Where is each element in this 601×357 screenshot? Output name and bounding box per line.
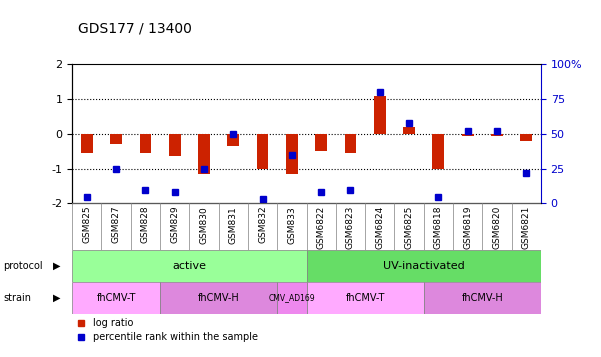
Text: GSM827: GSM827 [112,206,121,243]
Text: GSM829: GSM829 [170,206,179,243]
Bar [403,127,415,134]
Bar [227,134,239,146]
Text: UV-inactivated: UV-inactivated [383,261,465,271]
Text: GSM6818: GSM6818 [434,206,443,249]
Text: GSM825: GSM825 [82,206,91,243]
Text: CMV_AD169: CMV_AD169 [269,293,315,303]
Text: ▶: ▶ [53,261,61,271]
Bar [462,134,474,136]
Text: fhCMV-T: fhCMV-T [346,293,385,303]
FancyBboxPatch shape [72,250,307,282]
Text: GSM6819: GSM6819 [463,206,472,249]
Text: GSM833: GSM833 [287,206,296,243]
Text: strain: strain [3,293,31,303]
Bar [257,134,269,169]
FancyBboxPatch shape [424,282,541,314]
Text: GSM6823: GSM6823 [346,206,355,249]
Text: GSM830: GSM830 [200,206,209,243]
FancyBboxPatch shape [72,282,160,314]
Bar [491,134,503,136]
Bar [374,96,386,134]
Text: GSM831: GSM831 [229,206,238,243]
Bar [198,134,210,174]
Text: GSM828: GSM828 [141,206,150,243]
Bar [286,134,297,174]
Text: percentile rank within the sample: percentile rank within the sample [93,332,258,342]
Text: fhCMV-T: fhCMV-T [96,293,136,303]
Text: protocol: protocol [3,261,43,271]
Text: fhCMV-H: fhCMV-H [462,293,503,303]
Bar [433,134,444,169]
Text: GSM832: GSM832 [258,206,267,243]
Text: active: active [172,261,206,271]
Text: log ratio: log ratio [93,318,133,328]
Bar [81,134,93,153]
Bar [110,134,122,144]
Text: GSM6821: GSM6821 [522,206,531,249]
Bar [139,134,151,153]
Text: GSM6825: GSM6825 [404,206,413,249]
Bar [169,134,180,156]
Bar [316,134,327,151]
Text: ▶: ▶ [53,293,61,303]
FancyBboxPatch shape [277,282,307,314]
FancyBboxPatch shape [307,250,541,282]
Bar [344,134,356,153]
Text: GSM6822: GSM6822 [317,206,326,249]
Text: GDS177 / 13400: GDS177 / 13400 [78,22,192,36]
Text: GSM6820: GSM6820 [492,206,501,249]
Bar [520,134,532,141]
FancyBboxPatch shape [307,282,424,314]
FancyBboxPatch shape [160,282,277,314]
Text: GSM6824: GSM6824 [375,206,384,249]
Text: fhCMV-H: fhCMV-H [198,293,239,303]
